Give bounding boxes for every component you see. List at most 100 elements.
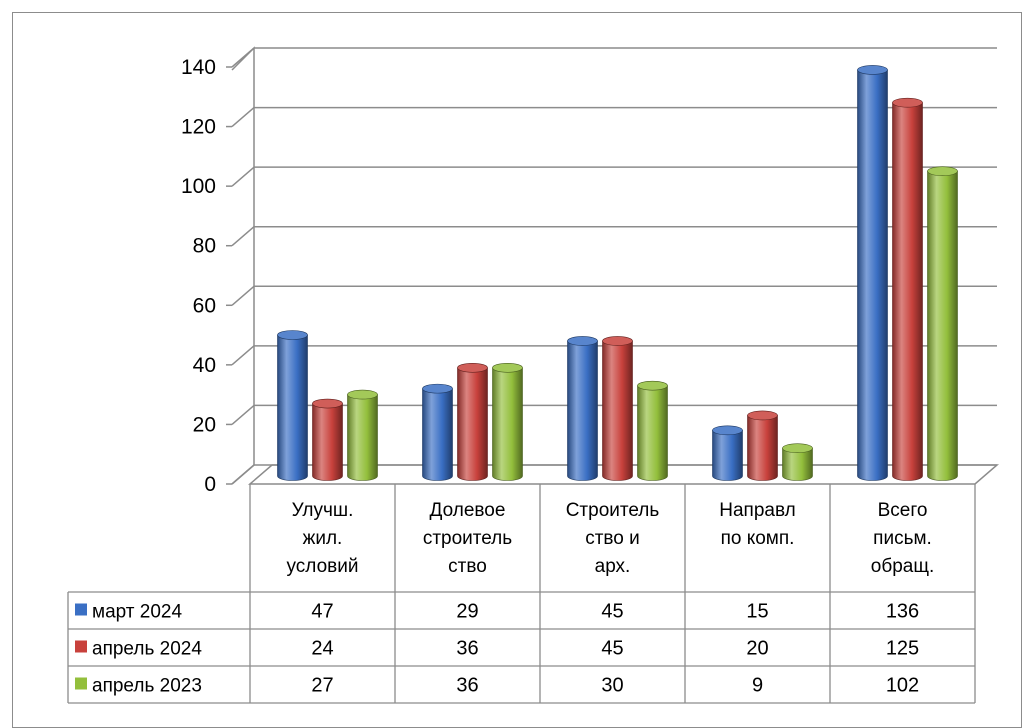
bar-body <box>712 430 743 481</box>
data-value: 45 <box>601 638 623 660</box>
category-label: Направл <box>719 500 795 521</box>
data-value: 27 <box>311 675 333 697</box>
bar <box>422 383 453 481</box>
category-label: Строитель <box>566 500 660 521</box>
bar <box>892 97 923 481</box>
category-label: обращ. <box>871 556 935 577</box>
bar-body <box>347 394 378 481</box>
bar <box>277 330 308 481</box>
bar-top <box>567 336 598 346</box>
category-label: ство и <box>585 528 640 549</box>
category-label: Долевое <box>430 500 506 521</box>
legend-label: апрель 2024 <box>92 639 202 660</box>
gridline-depth <box>231 285 255 306</box>
bar-body <box>857 69 888 481</box>
bar-body <box>492 367 523 481</box>
y-axis-ticks: 0 20 40 60 80 100 120 140 <box>181 56 216 496</box>
bar-top <box>927 166 958 176</box>
y-tick-label: 120 <box>181 116 216 139</box>
data-table: Улучш. жил. условий Долевое строитель ство Стр… <box>67 484 976 704</box>
bar-top <box>747 410 778 421</box>
category-label: письм. <box>873 528 932 549</box>
bar <box>747 410 778 481</box>
data-value: 20 <box>746 638 768 660</box>
gridline-depth <box>231 47 255 68</box>
gridline-depth <box>231 166 255 187</box>
bar <box>927 166 958 481</box>
bar <box>567 336 598 481</box>
bar-top <box>312 398 343 409</box>
data-value: 47 <box>311 601 333 623</box>
bar-body <box>602 340 633 481</box>
legend-label: март 2024 <box>92 602 182 623</box>
bar-top <box>347 389 378 400</box>
bar-top <box>782 443 813 453</box>
data-value: 36 <box>456 638 478 660</box>
data-value: 9 <box>752 675 763 697</box>
bar <box>492 362 523 481</box>
gridline-depth <box>231 404 255 425</box>
bar-body <box>422 388 453 481</box>
data-value: 30 <box>601 675 623 697</box>
y-tick-label: 40 <box>193 354 216 377</box>
y-tick-label: 60 <box>193 294 216 317</box>
bar <box>857 65 888 481</box>
bar-top <box>422 383 453 394</box>
bar-body <box>312 403 343 481</box>
bar <box>637 380 668 481</box>
data-value: 15 <box>746 601 768 623</box>
bar <box>312 398 343 481</box>
bar-body <box>457 367 488 481</box>
y-tick-label: 140 <box>181 56 216 79</box>
legend-key <box>75 677 87 690</box>
bar-body <box>637 385 668 481</box>
category-label: строитель <box>423 528 512 549</box>
bar-body <box>892 102 923 481</box>
data-value: 36 <box>456 675 478 697</box>
bar-top <box>857 65 888 75</box>
data-value: 125 <box>886 638 919 660</box>
gridline-depth <box>231 226 255 247</box>
data-value: 24 <box>311 638 333 660</box>
legend-label: апрель 2023 <box>92 676 202 697</box>
legend-key <box>75 640 87 653</box>
bar-body <box>782 447 813 481</box>
bar-top <box>892 97 923 108</box>
category-label: Улучш. <box>292 500 354 521</box>
bar <box>347 389 378 481</box>
category-label: ство <box>448 556 487 577</box>
bar <box>712 425 743 481</box>
bar-top <box>457 362 488 373</box>
gridline-depth <box>231 107 255 128</box>
bars <box>277 65 958 481</box>
y-tick-label: 80 <box>193 235 216 258</box>
data-value: 45 <box>601 601 623 623</box>
side-wall <box>231 46 255 485</box>
category-label: по комп. <box>721 528 795 549</box>
data-value: 102 <box>886 675 919 697</box>
gridline-depth <box>231 464 255 485</box>
bar-top <box>492 362 523 373</box>
category-label: Всего <box>878 500 928 521</box>
y-tick-label: 0 <box>204 473 216 496</box>
bar <box>457 362 488 481</box>
gridline-depth <box>231 345 255 366</box>
bar-top <box>277 330 308 340</box>
bar-top <box>602 336 633 346</box>
bar <box>602 336 633 481</box>
y-tick-label: 20 <box>193 413 216 436</box>
category-label: арх. <box>595 556 631 577</box>
data-value: 29 <box>456 601 478 623</box>
bar-body <box>747 415 778 481</box>
bar <box>782 443 813 481</box>
bar-body <box>927 170 958 481</box>
legend-key <box>75 603 87 616</box>
bar-top <box>637 380 668 391</box>
bar-body <box>567 340 598 481</box>
y-tick-label: 100 <box>181 175 216 198</box>
bar-body <box>277 334 308 481</box>
category-label: условий <box>287 556 359 577</box>
category-label: жил. <box>303 528 343 549</box>
